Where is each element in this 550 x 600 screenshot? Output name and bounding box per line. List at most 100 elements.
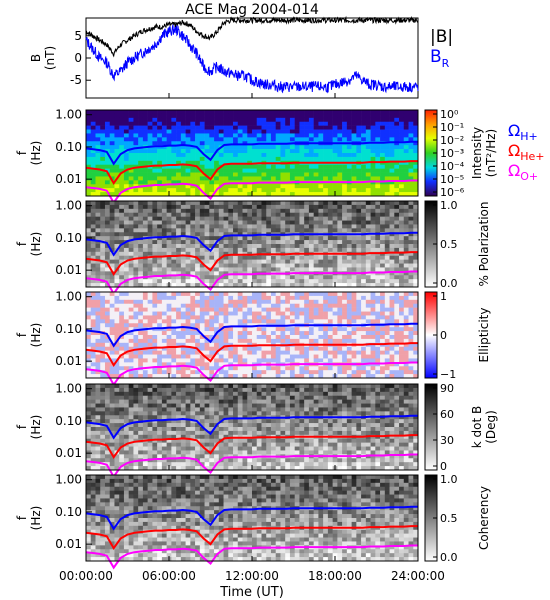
polarization-cell [142,220,148,225]
intensity-cell [384,125,390,130]
ellipticity-cell [337,354,343,359]
intensity-cell [252,145,258,150]
intensity-cell [313,113,319,119]
ellipticity-cell [157,311,163,316]
intensity-cell [152,110,158,115]
polarization-cell [285,263,291,268]
polarization-cell [413,263,419,268]
ellipticity-cell [261,335,267,340]
intensity-cell [318,184,324,189]
intensity-cell [370,125,376,130]
ellipticity-cell [114,342,120,348]
ellipticity-cell [313,370,319,375]
polarization-cell [114,244,120,249]
polarization-cell [403,283,409,288]
ellipticity-cell [261,319,267,324]
ellipticity-cell [256,315,262,320]
intensity-cell [304,188,310,193]
polarization-cell [247,275,253,280]
polarization-cell [223,247,229,253]
ellipticity-cell [252,311,258,316]
intensity-cell [237,192,243,197]
intensity-cell [408,121,414,126]
intensity-cell [190,125,196,130]
polarization-cell [199,240,205,245]
intensity-cell [304,145,310,150]
ellipticity-cell [342,295,348,301]
ellipticity-cell [204,299,210,305]
kdotb-cell [100,387,106,393]
polarization-cell [86,255,92,260]
intensity-cell [252,113,258,119]
ellipticity-cell [361,354,367,359]
intensity-cell [195,121,201,126]
polarization-cell [104,283,111,288]
kdotb-cell [403,387,409,393]
intensity-cell [252,168,258,173]
kdotb-cell [242,391,248,397]
kdotb-cell [152,384,158,389]
intensity-cell [237,137,243,142]
intensity-cell [166,141,172,146]
ellipticity-cell [413,295,419,301]
polarization-cell [90,236,96,241]
intensity-cell [342,184,348,189]
polarization-cell [342,255,348,260]
ellipticity-cell [233,307,239,312]
polarization-cell [119,247,125,253]
polarization-cell [299,279,305,284]
ellipticity-cell [365,338,371,344]
polarization-cell [408,275,414,280]
ellipticity-cell [128,335,134,340]
polarization-cell [166,255,172,260]
ellipticity-cell [237,335,243,340]
polarization-cell [195,259,201,264]
intensity-cell [375,176,381,181]
kdotb-cell [389,395,395,400]
kdotb-cell [323,387,329,393]
gyrofrequency-line-o [85,270,418,296]
polarization-cell [299,212,305,217]
ellipticity-cell [318,295,324,301]
polarization-cell [199,263,205,268]
ellipticity-cell [280,319,286,324]
intensity-cell [285,156,291,162]
polarization-cell [261,240,267,245]
kdotb-cell [199,391,205,397]
intensity-cell [161,192,167,197]
polarization-cell [318,212,324,217]
ellipticity-y-tick-label: 0.01 [55,354,82,368]
polarization-cell [304,255,310,260]
ellipticity-cell [403,335,409,340]
intensity-cell [346,110,352,115]
ellipticity-cell [399,299,405,305]
ellipticity-cell [228,366,234,371]
polarization-cell [237,283,243,288]
ellipticity-cell [408,327,414,332]
ellipticity-cell [147,323,153,328]
intensity-cell [228,176,234,181]
intensity-colorbar-tick-label: 10⁻⁴ [440,160,465,173]
polarization-cell [190,232,196,237]
intensity-cell [218,192,224,197]
ellipticity-cell [180,338,186,344]
ellipticity-cell [119,323,125,328]
spectral-panels: 1.000.100.01f (Hz)10⁰10⁻¹10⁻²10⁻³10⁻⁴10⁻⁵… [15,108,498,570]
kdotb-cell [195,387,201,393]
intensity-cell [233,133,239,138]
polarization-cell [128,244,134,249]
intensity-cell [399,125,405,130]
polarization-cell [218,247,224,253]
ellipticity-cell [100,292,106,297]
ellipticity-cell [104,362,111,367]
ellipticity-cell [308,335,314,340]
polarization-cell [375,244,381,249]
polarization-cell [351,275,357,280]
ellipticity-cell [266,366,272,371]
intensity-cell [332,110,338,115]
polarization-cell [299,244,305,249]
polarization-cell [313,201,319,206]
polarization-cell [351,279,357,284]
ellipticity-cell [289,358,295,363]
intensity-cell [114,153,120,158]
